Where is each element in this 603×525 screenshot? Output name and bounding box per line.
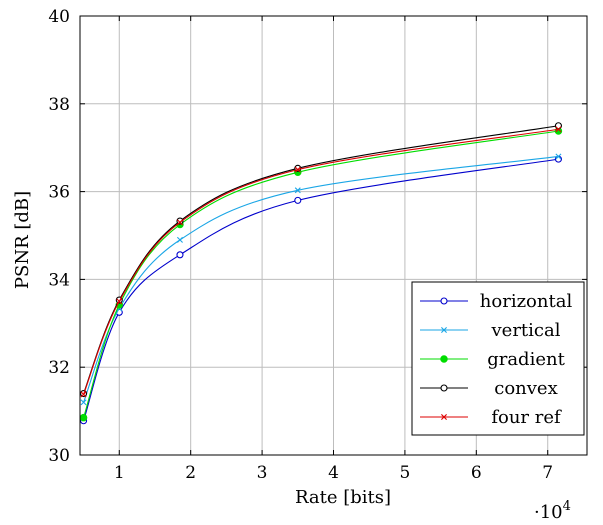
data-point xyxy=(294,196,302,204)
marker-stroke xyxy=(555,153,562,160)
x-scale-note: ·104 xyxy=(534,499,571,523)
data-point xyxy=(294,187,301,194)
y-tick-label: 40 xyxy=(48,7,70,27)
x-tick-label: 7 xyxy=(542,463,553,483)
series-layer xyxy=(79,122,563,425)
marker-stroke xyxy=(441,327,447,333)
legend-entry: four ref xyxy=(420,407,562,428)
legend-marker xyxy=(440,384,448,392)
marker-stroke xyxy=(176,219,183,226)
data-point xyxy=(116,298,123,305)
x-tick-label: 1 xyxy=(114,463,125,483)
y-tick-label: 36 xyxy=(48,183,70,203)
legend-entry: convex xyxy=(420,378,558,399)
legend-marker xyxy=(440,297,448,305)
legend: horizontal vertical gradient convex four ref xyxy=(411,281,585,436)
series-line xyxy=(83,128,559,395)
marker-stroke xyxy=(294,187,301,194)
legend-marker xyxy=(441,327,447,333)
y-tick-label: 34 xyxy=(48,270,70,290)
marker-stroke xyxy=(294,166,301,173)
series-line xyxy=(83,158,559,421)
marker-stroke xyxy=(176,236,183,243)
data-point xyxy=(176,251,184,259)
marker-stroke xyxy=(441,414,447,420)
legend-label: horizontal xyxy=(480,291,573,312)
marker-stroke xyxy=(116,298,123,305)
y-tick-label: 38 xyxy=(48,95,70,115)
legend-entry: vertical xyxy=(420,320,561,341)
data-point xyxy=(294,166,301,173)
data-point xyxy=(176,217,184,225)
legend-label: four ref xyxy=(491,407,562,428)
series-line xyxy=(83,125,559,394)
marker-stroke xyxy=(80,399,87,406)
data-point xyxy=(555,126,562,133)
legend-marker xyxy=(440,355,448,363)
data-point xyxy=(80,391,87,398)
data-point xyxy=(80,399,87,406)
legend-entry: horizontal xyxy=(420,291,572,312)
x-tick-label: 2 xyxy=(185,463,196,483)
x-tick-label: 6 xyxy=(471,463,482,483)
x-tick-label: 4 xyxy=(328,463,339,483)
legend-entry: gradient xyxy=(420,349,566,370)
y-tick-label: 32 xyxy=(48,358,70,378)
legend-label: convex xyxy=(494,378,557,399)
y-axis-label: PSNR [dB] xyxy=(12,191,33,289)
data-point xyxy=(176,236,183,243)
legend-marker xyxy=(441,414,447,420)
data-point xyxy=(176,219,183,226)
legend-label: gradient xyxy=(487,349,565,370)
marker-stroke xyxy=(555,126,562,133)
x-scale-exponent: 4 xyxy=(563,499,571,514)
marker-stroke xyxy=(80,391,87,398)
series-line xyxy=(83,130,559,418)
y-tick-label: 30 xyxy=(48,446,70,466)
x-tick-label: 5 xyxy=(399,463,410,483)
x-scale-base: ·10 xyxy=(534,502,563,523)
x-axis-label: Rate [bits] xyxy=(295,487,391,508)
series-four-ref xyxy=(80,126,562,398)
x-tick-label: 3 xyxy=(257,463,268,483)
data-point xyxy=(79,413,88,422)
data-point xyxy=(555,153,562,160)
legend-label: vertical xyxy=(491,320,561,341)
